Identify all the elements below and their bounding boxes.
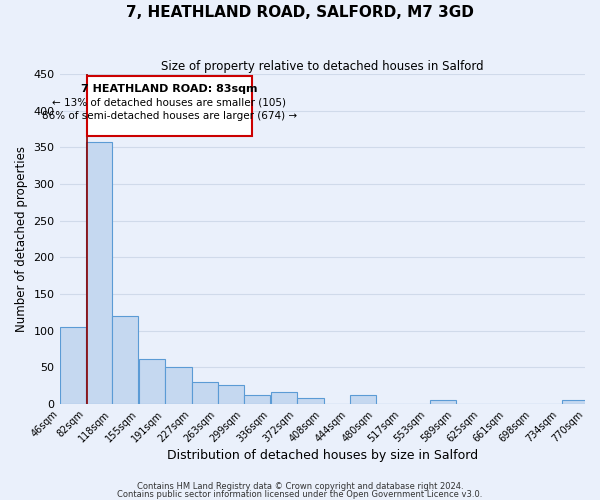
Bar	[562, 400, 588, 404]
Bar	[191, 382, 218, 404]
Text: 7, HEATHLAND ROAD, SALFORD, M7 3GD: 7, HEATHLAND ROAD, SALFORD, M7 3GD	[126, 5, 474, 20]
Bar	[59, 327, 86, 404]
Bar	[350, 394, 376, 404]
Y-axis label: Number of detached properties: Number of detached properties	[15, 146, 28, 332]
Bar	[244, 394, 271, 404]
Text: Contains public sector information licensed under the Open Government Licence v3: Contains public sector information licen…	[118, 490, 482, 499]
X-axis label: Distribution of detached houses by size in Salford: Distribution of detached houses by size …	[167, 450, 478, 462]
Bar	[430, 400, 456, 404]
Text: 86% of semi-detached houses are larger (674) →: 86% of semi-detached houses are larger (…	[42, 111, 297, 121]
Text: 7 HEATHLAND ROAD: 83sqm: 7 HEATHLAND ROAD: 83sqm	[81, 84, 257, 94]
Bar	[271, 392, 298, 404]
Text: ← 13% of detached houses are smaller (105): ← 13% of detached houses are smaller (10…	[52, 98, 286, 108]
Bar	[218, 385, 244, 404]
Bar	[166, 368, 191, 404]
Bar	[139, 358, 166, 404]
Bar	[298, 398, 324, 404]
FancyBboxPatch shape	[86, 76, 252, 136]
Text: Contains HM Land Registry data © Crown copyright and database right 2024.: Contains HM Land Registry data © Crown c…	[137, 482, 463, 491]
Title: Size of property relative to detached houses in Salford: Size of property relative to detached ho…	[161, 60, 484, 73]
Bar	[112, 316, 139, 404]
Bar	[86, 142, 112, 404]
